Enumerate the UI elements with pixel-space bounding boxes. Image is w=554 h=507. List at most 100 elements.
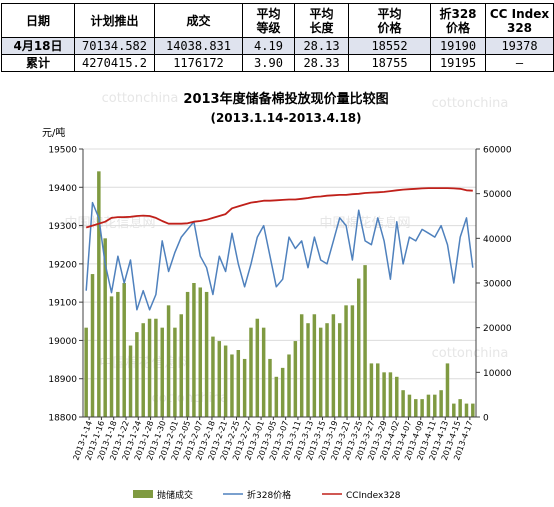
volume-bar bbox=[173, 327, 177, 417]
volume-bar bbox=[433, 394, 437, 417]
volume-bar bbox=[344, 305, 348, 417]
header-price-328: 折328 价格 bbox=[430, 3, 486, 38]
volume-bar bbox=[363, 265, 367, 417]
cell-avg-length: 28.33 bbox=[294, 54, 349, 72]
volume-bar bbox=[223, 345, 228, 417]
y2-tick-label: 50000 bbox=[483, 190, 512, 200]
volume-bar bbox=[185, 291, 190, 417]
cc-index-line bbox=[85, 187, 473, 229]
table-row: 累计 4270415.2 1176172 3.90 28.33 18755 19… bbox=[1, 54, 554, 72]
volume-bar bbox=[141, 323, 145, 417]
volume-bar bbox=[350, 305, 355, 417]
y-tick-label: 19200 bbox=[48, 260, 77, 270]
table-header-row: 日期 计划推出 成交 平均 等级 平均 长度 平均 价格 折328 价格 CC … bbox=[1, 3, 554, 38]
volume-bar bbox=[204, 291, 209, 417]
y-tick-label: 19400 bbox=[48, 184, 77, 194]
header-planned: 计划推出 bbox=[74, 3, 155, 38]
volume-bar bbox=[445, 363, 450, 417]
volume-bar bbox=[255, 318, 260, 417]
cell-avg-grade: 3.90 bbox=[242, 54, 295, 72]
header-date: 日期 bbox=[1, 3, 75, 38]
y2-tick-label: 20000 bbox=[483, 324, 512, 334]
volume-bar bbox=[280, 367, 285, 417]
cell-date: 4月18日 bbox=[1, 37, 75, 55]
volume-bar bbox=[103, 238, 107, 417]
cell-planned: 4270415.2 bbox=[74, 54, 155, 72]
volume-bar bbox=[464, 403, 469, 417]
y2-tick-label: 0 bbox=[483, 414, 489, 424]
volume-bar bbox=[414, 399, 418, 417]
watermark-text: cottonchina bbox=[432, 346, 509, 361]
volume-bar bbox=[192, 283, 196, 417]
volume-bar bbox=[420, 399, 424, 417]
volume-bar bbox=[299, 314, 304, 417]
summary-table: 日期 计划推出 成交 平均 等级 平均 长度 平均 价格 折328 价格 CC … bbox=[1, 3, 554, 72]
volume-bar bbox=[458, 399, 462, 417]
legend-label-ccindex: CCIndex328 bbox=[346, 491, 401, 501]
volume-bar bbox=[242, 358, 247, 417]
volume-bar bbox=[109, 296, 114, 417]
volume-bar bbox=[261, 327, 266, 417]
volume-bar bbox=[147, 318, 152, 417]
volume-bar bbox=[236, 350, 241, 417]
cell-cc-index: 19378 bbox=[485, 37, 554, 55]
volume-bar bbox=[331, 314, 336, 417]
y-tick-label: 19300 bbox=[48, 222, 77, 232]
cell-price-328: 19190 bbox=[430, 37, 486, 55]
y2-tick-label: 60000 bbox=[483, 146, 512, 156]
header-avg-price: 平均 价格 bbox=[348, 3, 431, 38]
volume-bar bbox=[122, 283, 126, 417]
cell-price-328: 19195 bbox=[430, 54, 486, 72]
volume-bar bbox=[388, 372, 393, 417]
volume-bar bbox=[407, 394, 412, 417]
volume-bar bbox=[337, 323, 342, 417]
table-row: 4月18日 70134.582 14038.831 4.19 28.13 185… bbox=[1, 37, 554, 55]
volume-bar bbox=[179, 314, 183, 417]
header-cc-index: CC Index 328 bbox=[485, 3, 554, 38]
y2-tick-label: 30000 bbox=[483, 280, 512, 290]
volume-bar bbox=[97, 171, 101, 417]
volume-bar bbox=[452, 403, 456, 417]
volume-bar bbox=[154, 318, 158, 417]
y2-tick-label: 40000 bbox=[483, 235, 512, 245]
volume-bar bbox=[217, 341, 222, 417]
cell-avg-grade: 4.19 bbox=[242, 37, 295, 55]
y-tick-label: 19500 bbox=[48, 146, 77, 156]
volume-bar bbox=[128, 345, 133, 417]
volume-bar bbox=[325, 323, 329, 417]
header-avg-length: 平均 长度 bbox=[294, 3, 349, 38]
volume-bar bbox=[471, 403, 475, 417]
volume-bar bbox=[90, 274, 95, 417]
cell-deal: 1176172 bbox=[154, 54, 243, 72]
watermark-text: cottonchina bbox=[432, 96, 509, 111]
watermark-text: cottonchina bbox=[102, 91, 179, 106]
volume-bar bbox=[287, 354, 291, 417]
cell-deal: 14038.831 bbox=[154, 37, 243, 55]
volume-bar bbox=[356, 278, 361, 417]
chart-title: 2013年度储备棉投放现价量比较图 bbox=[183, 91, 388, 107]
axes: 18800 18900 19000 19100 19200 19300 19400 19500… bbox=[48, 146, 512, 424]
watermark-text: 中国棉花信息网 bbox=[64, 215, 155, 231]
chart-subtitle: (2013.1.14-2013.4.18) bbox=[210, 111, 361, 125]
volume-bar bbox=[274, 376, 279, 417]
legend-label-328: 折328价格 bbox=[247, 489, 291, 501]
y-axis-label: 元/吨 bbox=[42, 126, 65, 139]
x-axis-ticks: 2013-1-142013-1-162013-1-182013-1-222013… bbox=[71, 417, 475, 462]
cell-avg-price: 18755 bbox=[348, 54, 431, 72]
y-tick-label: 19100 bbox=[48, 299, 77, 309]
volume-bar bbox=[306, 323, 310, 417]
header-deal: 成交 bbox=[154, 3, 243, 38]
header-avg-grade: 平均 等级 bbox=[242, 3, 295, 38]
volume-bar bbox=[84, 327, 88, 417]
legend-label-bars: 抛储成交 bbox=[157, 489, 193, 501]
volume-bar bbox=[249, 327, 253, 417]
volume-bar bbox=[166, 305, 171, 417]
volume-bar bbox=[135, 332, 139, 417]
volume-bar bbox=[401, 390, 405, 417]
y2-tick-label: 10000 bbox=[483, 369, 512, 379]
y-tick-label: 18800 bbox=[48, 414, 77, 424]
volume-bar bbox=[439, 390, 443, 417]
cell-date: 累计 bbox=[1, 54, 75, 72]
y-tick-label: 18900 bbox=[48, 375, 77, 385]
